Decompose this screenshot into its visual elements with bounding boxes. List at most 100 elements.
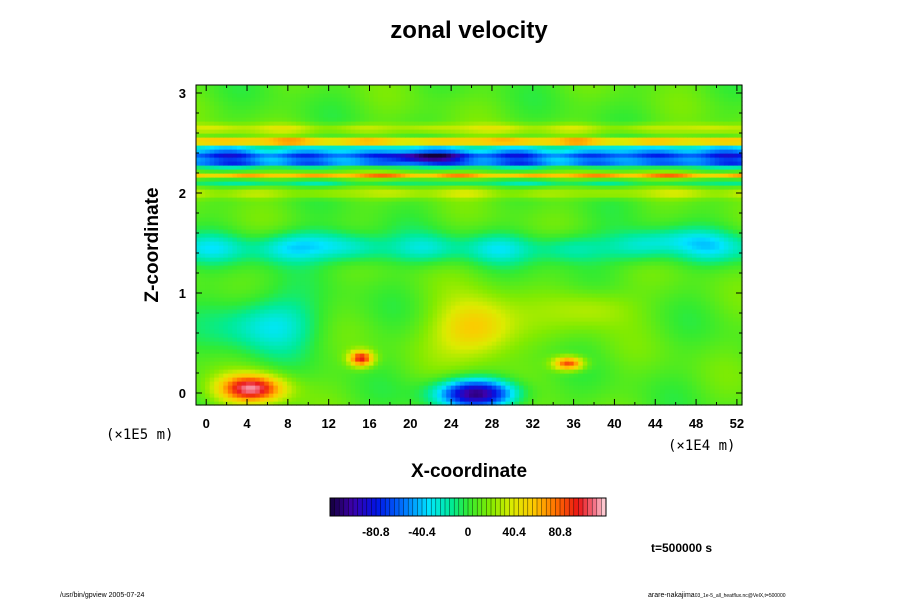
field-cell xyxy=(678,301,683,306)
field-cell xyxy=(301,377,306,382)
field-cell xyxy=(460,337,465,342)
field-cell xyxy=(510,273,515,278)
field-cell xyxy=(364,253,369,258)
field-cell xyxy=(355,361,360,366)
field-cell xyxy=(360,341,365,346)
field-cell xyxy=(665,329,670,334)
field-cell xyxy=(319,309,324,314)
field-cell xyxy=(273,357,278,362)
field-cell xyxy=(414,353,419,358)
field-cell xyxy=(619,397,624,402)
field-cell xyxy=(551,313,556,318)
field-cell xyxy=(610,301,615,306)
field-cell xyxy=(446,277,451,282)
field-cell xyxy=(319,249,324,254)
field-cell xyxy=(314,285,319,290)
field-cell xyxy=(592,333,597,338)
field-cell xyxy=(255,305,260,310)
field-cell xyxy=(637,313,642,318)
field-cell xyxy=(428,353,433,358)
field-cell xyxy=(269,385,274,390)
field-cell xyxy=(419,397,424,402)
field-cell xyxy=(728,289,733,294)
field-cell xyxy=(515,277,520,282)
field-cell xyxy=(555,313,560,318)
field-cell xyxy=(537,365,542,370)
field-cell xyxy=(464,353,469,358)
field-cell xyxy=(269,301,274,306)
field-cell xyxy=(474,297,479,302)
field-cell xyxy=(624,389,629,394)
field-cell xyxy=(565,281,570,286)
field-cell xyxy=(428,393,433,398)
field-cell xyxy=(246,345,251,350)
field-cell xyxy=(569,313,574,318)
field-cell xyxy=(692,377,697,382)
field-cell xyxy=(269,277,274,282)
field-cell xyxy=(669,313,674,318)
field-cell xyxy=(314,385,319,390)
field-cell xyxy=(478,289,483,294)
field-cell xyxy=(701,349,706,354)
field-cell xyxy=(469,277,474,282)
field-cell xyxy=(719,353,724,358)
field-cell xyxy=(697,317,702,322)
field-cell xyxy=(273,269,278,274)
field-cell xyxy=(424,337,429,342)
field-cell xyxy=(683,389,688,394)
field-cell xyxy=(405,373,410,378)
field-cell xyxy=(451,309,456,314)
field-cell xyxy=(642,337,647,342)
field-cell xyxy=(228,297,233,302)
field-cell xyxy=(223,269,228,274)
field-cell xyxy=(355,389,360,394)
field-cell xyxy=(510,353,515,358)
field-cell xyxy=(373,309,378,314)
field-cell xyxy=(496,369,501,374)
field-cell xyxy=(428,333,433,338)
field-cell xyxy=(373,253,378,258)
field-cell xyxy=(701,337,706,342)
field-cell xyxy=(305,357,310,362)
field-cell xyxy=(551,293,556,298)
field-cell xyxy=(396,321,401,326)
field-cell xyxy=(706,393,711,398)
field-cell xyxy=(437,273,442,278)
field-cell xyxy=(615,329,620,334)
field-cell xyxy=(464,381,469,386)
field-cell xyxy=(656,273,661,278)
field-cell xyxy=(260,249,265,254)
field-cell xyxy=(355,237,360,242)
field-cell xyxy=(669,249,674,254)
field-cell xyxy=(578,365,583,370)
field-cell xyxy=(337,345,342,350)
field-cell xyxy=(260,285,265,290)
field-cell xyxy=(478,249,483,254)
field-cell xyxy=(305,385,310,390)
field-cell xyxy=(628,245,633,250)
field-cell xyxy=(410,333,415,338)
field-cell xyxy=(387,237,392,242)
field-cell xyxy=(378,313,383,318)
field-cell xyxy=(373,289,378,294)
field-cell xyxy=(242,377,247,382)
field-cell xyxy=(287,317,292,322)
field-cell xyxy=(455,381,460,386)
field-cell xyxy=(360,293,365,298)
field-cell xyxy=(342,317,347,322)
field-cell xyxy=(392,261,397,266)
field-cell xyxy=(333,397,338,402)
field-cell xyxy=(624,297,629,302)
field-cell xyxy=(314,349,319,354)
field-cell xyxy=(560,373,565,378)
field-cell xyxy=(396,361,401,366)
field-cell xyxy=(232,381,237,386)
field-cell xyxy=(392,333,397,338)
field-cell xyxy=(219,273,224,278)
field-cell xyxy=(683,313,688,318)
field-cell xyxy=(728,317,733,322)
field-cell xyxy=(492,369,497,374)
field-cell xyxy=(555,353,560,358)
field-cell xyxy=(537,269,542,274)
field-cell xyxy=(701,297,706,302)
